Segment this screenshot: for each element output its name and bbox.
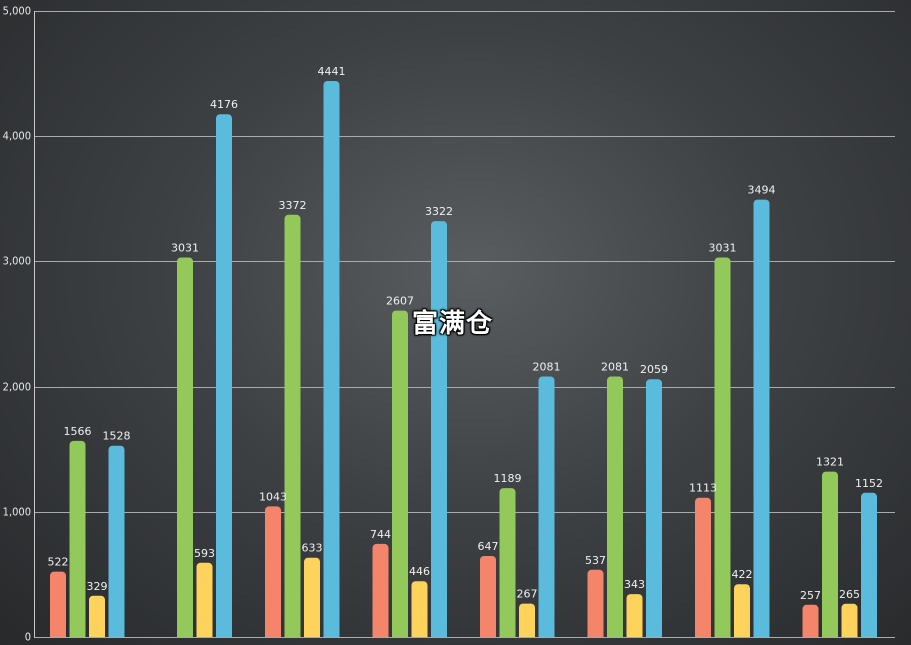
bar (177, 257, 193, 637)
data-label: 3322 (425, 205, 453, 218)
bar (646, 379, 662, 637)
data-label: 1152 (855, 477, 883, 490)
bar (841, 603, 858, 637)
data-label: 329 (87, 580, 108, 593)
bar (753, 199, 770, 637)
data-label: 343 (624, 578, 645, 591)
data-label: 257 (800, 589, 821, 602)
y-tick-label: 5,000 (3, 5, 31, 18)
bar (196, 562, 213, 637)
bar (519, 603, 535, 637)
bar (431, 221, 447, 637)
data-label: 537 (585, 554, 606, 567)
data-label: 2607 (386, 295, 414, 308)
data-label: 422 (732, 568, 753, 581)
bar (108, 445, 125, 637)
bar (304, 557, 320, 637)
bar (50, 571, 66, 637)
data-label: 3372 (279, 199, 307, 212)
data-label: 633 (302, 542, 323, 555)
bar (695, 497, 711, 637)
bar (372, 543, 389, 637)
data-label: 265 (839, 588, 860, 601)
data-label: 593 (194, 547, 215, 560)
data-label: 4176 (210, 98, 238, 111)
data-labels: 522 1566 329 1528 3031 593 4176 1043 3372 633 4441… (48, 65, 884, 602)
bar (802, 604, 819, 637)
data-label: 3031 (171, 242, 199, 255)
y-tick-label: 4,000 (3, 130, 31, 143)
data-label: 744 (370, 528, 391, 541)
bar (861, 492, 877, 637)
bar (265, 506, 281, 637)
bar (411, 581, 428, 637)
bar (89, 595, 105, 637)
data-label: 522 (48, 556, 69, 569)
data-label: 3031 (709, 242, 737, 255)
bar (323, 81, 340, 637)
data-label: 1528 (103, 430, 131, 443)
bar (216, 114, 232, 637)
data-label: 267 (517, 588, 538, 601)
data-label: 2059 (640, 363, 668, 376)
bar (714, 257, 731, 637)
y-axis-tick-labels: 0 1,000 2,000 3,000 4,000 5,000 (3, 5, 31, 644)
bars (50, 81, 877, 637)
bar (587, 569, 604, 637)
y-tick-label: 0 (25, 631, 31, 644)
bar (392, 310, 408, 637)
data-label: 1189 (494, 472, 522, 485)
data-label: 446 (409, 565, 430, 578)
data-label: 2081 (601, 361, 629, 374)
bar (69, 440, 86, 637)
bar (499, 488, 516, 637)
watermark-text: 富满仓 (412, 309, 494, 339)
bar (284, 214, 301, 637)
bar (480, 556, 496, 637)
bar (734, 584, 750, 637)
y-tick-label: 3,000 (3, 255, 31, 268)
data-label: 3494 (748, 184, 776, 197)
data-label: 2081 (533, 361, 561, 374)
data-label: 4441 (318, 65, 346, 78)
data-label: 1043 (259, 490, 287, 503)
bar (822, 471, 838, 637)
y-tick-label: 1,000 (3, 506, 31, 519)
data-label: 1566 (64, 425, 92, 438)
data-label: 647 (478, 540, 499, 553)
y-tick-label: 2,000 (3, 381, 31, 394)
data-label: 1321 (816, 456, 844, 469)
bar (607, 376, 623, 637)
bar (538, 376, 555, 637)
bar (626, 594, 643, 637)
data-label: 1113 (689, 482, 717, 495)
